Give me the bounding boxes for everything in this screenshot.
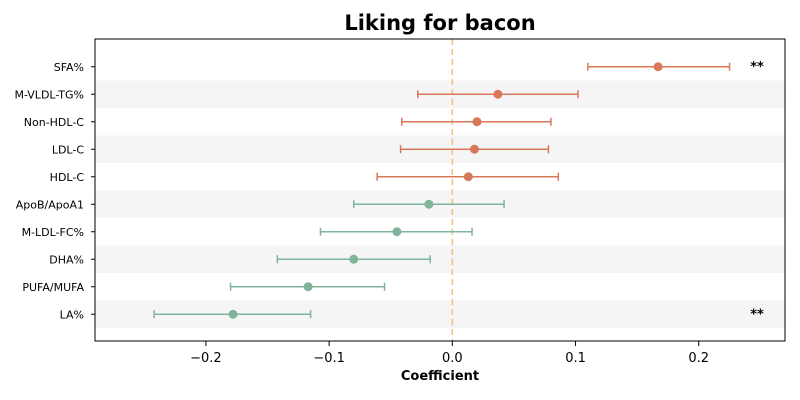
x-tick-label: −0.2 bbox=[190, 351, 222, 366]
x-axis-label: Coefficient bbox=[401, 369, 479, 384]
point-estimate bbox=[493, 89, 503, 99]
row-label: ApoB/ApoA1 bbox=[16, 198, 84, 211]
data-row: LA% ** bbox=[60, 307, 764, 322]
x-axis: −0.2 −0.1 0.0 0.1 0.2 bbox=[190, 341, 709, 366]
row-label: LA% bbox=[60, 308, 84, 321]
point-estimate bbox=[303, 282, 313, 292]
x-tick-label: 0.1 bbox=[565, 351, 586, 366]
data-row: ApoB/ApoA1 bbox=[16, 198, 505, 211]
row-label: DHA% bbox=[49, 253, 84, 266]
point-estimate bbox=[424, 199, 434, 209]
x-tick-label: 0.0 bbox=[442, 351, 463, 366]
row-label: HDL-C bbox=[50, 171, 85, 184]
row-label: SFA% bbox=[54, 61, 84, 74]
plot-frame bbox=[94, 38, 786, 342]
point-estimate bbox=[392, 227, 402, 237]
x-tick-label: −0.1 bbox=[313, 351, 345, 366]
point-estimate bbox=[472, 117, 482, 127]
data-row: DHA% bbox=[49, 253, 431, 266]
point-estimate bbox=[470, 144, 479, 154]
point-estimate bbox=[463, 172, 473, 182]
data-row: M-LDL-FC% bbox=[22, 226, 473, 239]
x-tick-label: 0.2 bbox=[688, 351, 709, 366]
row-label: LDL-C bbox=[52, 143, 85, 156]
point-estimate bbox=[349, 254, 359, 264]
significance-marker: ** bbox=[750, 60, 764, 75]
row-band bbox=[95, 245, 785, 273]
row-label: PUFA/MUFA bbox=[22, 281, 84, 294]
data-row: M-VLDL-TG% bbox=[14, 88, 579, 101]
data-row: LDL-C bbox=[52, 143, 550, 156]
significance-marker: ** bbox=[750, 307, 764, 322]
row-label: M-VLDL-TG% bbox=[14, 88, 84, 101]
point-estimate bbox=[653, 62, 663, 72]
data-row: Non-HDL-C bbox=[24, 116, 552, 129]
point-estimate bbox=[228, 309, 238, 319]
data-row: HDL-C bbox=[50, 171, 560, 184]
chart-title: Liking for bacon bbox=[344, 11, 535, 35]
data-row: SFA% ** bbox=[54, 60, 764, 75]
data-row: PUFA/MUFA bbox=[22, 281, 386, 294]
row-label: M-LDL-FC% bbox=[22, 226, 84, 239]
data-rows: SFA% ** M-VLDL-TG% Non-HDL-C LDL-C HDL-C ApoB/… bbox=[14, 60, 764, 323]
row-label: Non-HDL-C bbox=[24, 116, 85, 129]
